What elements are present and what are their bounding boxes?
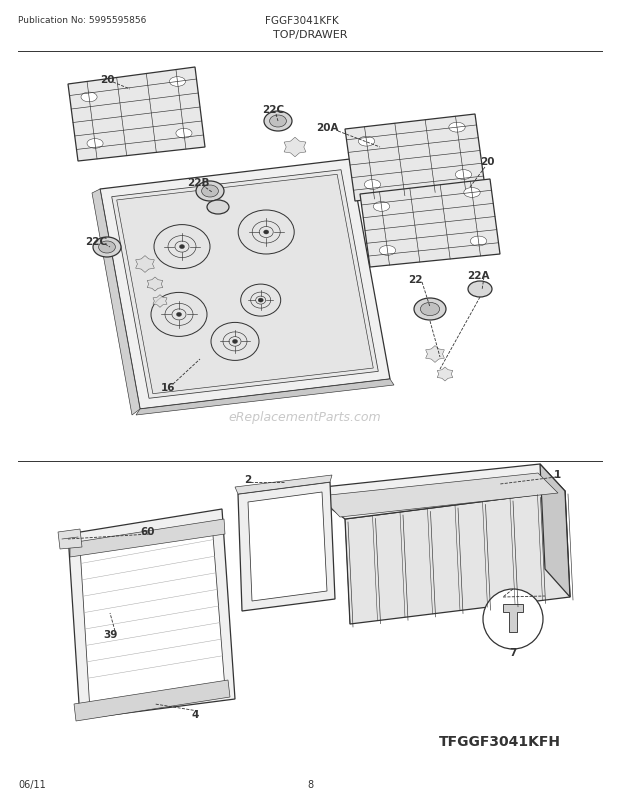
Text: 39: 39 (103, 630, 117, 639)
Ellipse shape (264, 111, 292, 132)
Text: 60: 60 (141, 526, 155, 537)
Text: TOP/DRAWER: TOP/DRAWER (273, 30, 347, 40)
Ellipse shape (207, 200, 229, 215)
Ellipse shape (468, 282, 492, 298)
Polygon shape (345, 115, 485, 202)
Text: 22C: 22C (85, 237, 107, 247)
Ellipse shape (420, 303, 440, 316)
Circle shape (483, 589, 543, 649)
Text: 06/11: 06/11 (18, 779, 46, 789)
Text: 7: 7 (509, 647, 516, 657)
Ellipse shape (373, 202, 390, 212)
Text: 22A: 22A (467, 270, 489, 281)
Text: 16: 16 (161, 383, 175, 392)
Text: Publication No: 5995595856: Publication No: 5995595856 (18, 16, 146, 25)
Ellipse shape (87, 140, 103, 149)
Polygon shape (305, 464, 565, 520)
Polygon shape (117, 175, 373, 395)
Ellipse shape (196, 182, 224, 202)
Text: 22: 22 (408, 274, 422, 285)
Polygon shape (360, 180, 500, 268)
Ellipse shape (365, 180, 381, 190)
Polygon shape (80, 524, 225, 711)
Polygon shape (248, 492, 327, 602)
Polygon shape (100, 160, 390, 410)
Ellipse shape (169, 78, 185, 87)
Polygon shape (238, 482, 335, 611)
Text: TFGGF3041KFH: TFGGF3041KFH (439, 734, 561, 748)
Text: FGGF3041KFK: FGGF3041KFK (265, 16, 339, 26)
Ellipse shape (202, 186, 218, 198)
Polygon shape (437, 367, 453, 382)
Text: 4: 4 (192, 709, 198, 719)
Polygon shape (136, 379, 394, 415)
Text: eReplacementParts.com: eReplacementParts.com (229, 411, 381, 424)
Ellipse shape (455, 170, 472, 180)
Text: 20: 20 (480, 157, 494, 167)
Ellipse shape (99, 241, 115, 253)
Polygon shape (68, 509, 235, 719)
Ellipse shape (270, 115, 286, 128)
Polygon shape (58, 529, 82, 549)
Polygon shape (284, 138, 306, 158)
Text: 22C: 22C (262, 105, 284, 115)
Polygon shape (112, 171, 378, 399)
Ellipse shape (177, 313, 182, 317)
Polygon shape (320, 473, 558, 517)
Ellipse shape (176, 129, 192, 139)
Polygon shape (147, 277, 163, 292)
Text: 20A: 20A (316, 123, 339, 133)
Ellipse shape (232, 340, 237, 344)
Polygon shape (426, 346, 445, 363)
Polygon shape (70, 520, 225, 557)
Polygon shape (68, 68, 205, 162)
Ellipse shape (414, 298, 446, 321)
Ellipse shape (471, 237, 487, 246)
Ellipse shape (358, 137, 374, 147)
Polygon shape (153, 295, 167, 308)
Ellipse shape (379, 246, 396, 256)
Ellipse shape (264, 231, 268, 235)
Polygon shape (235, 476, 332, 494)
Ellipse shape (81, 93, 97, 103)
Text: 1: 1 (554, 469, 560, 480)
Text: 8: 8 (307, 779, 313, 789)
Text: 2: 2 (244, 475, 252, 484)
Polygon shape (540, 464, 570, 597)
Text: 20: 20 (100, 75, 114, 85)
Polygon shape (136, 257, 154, 273)
Ellipse shape (449, 124, 465, 133)
Polygon shape (503, 604, 523, 632)
Ellipse shape (93, 237, 121, 257)
Polygon shape (345, 492, 570, 624)
Ellipse shape (180, 245, 185, 249)
Text: 22B: 22B (187, 178, 210, 188)
Ellipse shape (464, 188, 480, 198)
Polygon shape (92, 190, 140, 415)
Ellipse shape (258, 298, 264, 302)
Polygon shape (74, 680, 230, 721)
